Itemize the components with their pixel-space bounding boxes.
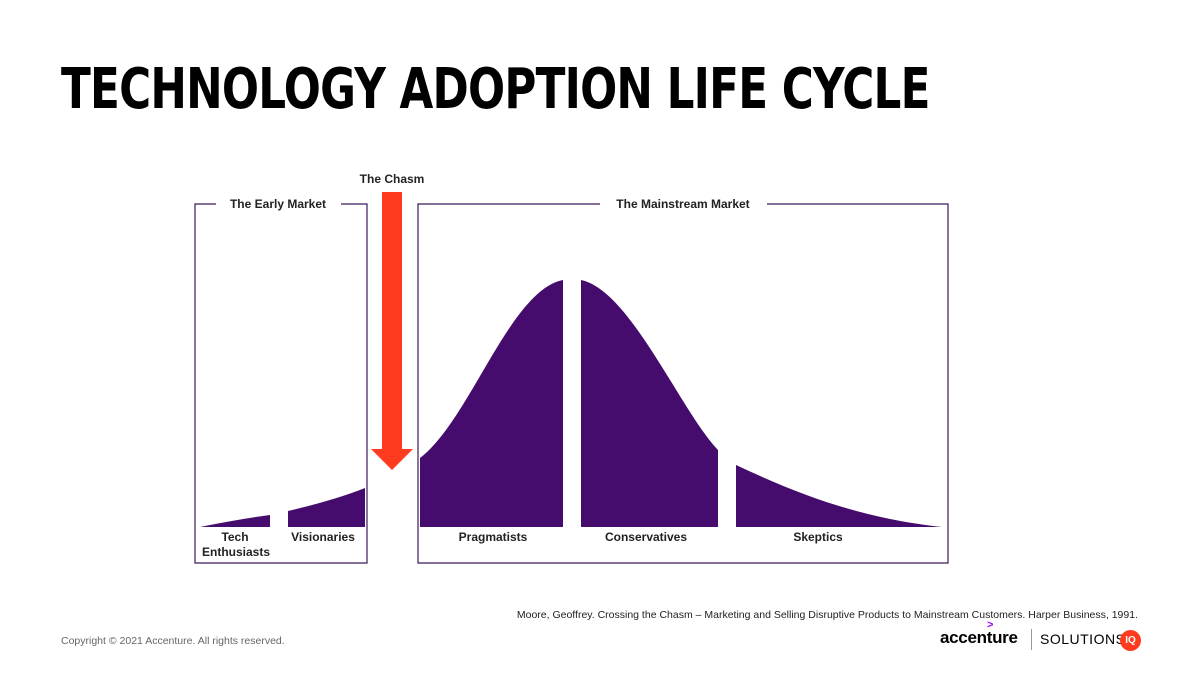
segment-skeptics xyxy=(736,465,942,527)
chasm-arrow xyxy=(371,192,413,470)
segment-label-enthusiasts: Enthusiasts xyxy=(202,545,270,559)
segment-pragmatists xyxy=(420,280,563,527)
early-market-frame: The Early Market xyxy=(194,197,368,564)
segment-label-pragmatists: Pragmatists xyxy=(459,530,528,544)
segment-label-visionaries: Visionaries xyxy=(291,530,355,544)
chasm-label: The Chasm xyxy=(360,172,425,186)
iq-logo-badge: IQ xyxy=(1120,630,1141,651)
segment-label-conservatives: Conservatives xyxy=(605,530,687,544)
segment-tech-enthusiasts xyxy=(200,515,270,527)
accenture-logo-text: accenture xyxy=(940,628,1018,647)
citation: Moore, Geoffrey. Crossing the Chasm – Ma… xyxy=(516,609,1138,621)
segment-label-skeptics: Skeptics xyxy=(793,530,843,544)
copyright-notice: Copyright © 2021 Accenture. All rights r… xyxy=(61,635,285,647)
mainstream-market-label: The Mainstream Market xyxy=(616,197,749,211)
solutions-logo-text: SOLUTIONS xyxy=(1040,631,1126,647)
segment-conservatives xyxy=(581,280,718,527)
segment-label-tech: Tech xyxy=(221,530,248,544)
mainstream-market-frame: The Mainstream Market xyxy=(417,197,949,564)
logo-divider xyxy=(1031,629,1032,650)
accenture-caret-icon: > xyxy=(987,619,994,631)
accenture-logo: accenture > xyxy=(940,619,1018,648)
early-market-label: The Early Market xyxy=(230,197,326,211)
segment-visionaries xyxy=(288,488,365,527)
page-title: TECHNOLOGY ADOPTION LIFE CYCLE xyxy=(61,57,930,122)
